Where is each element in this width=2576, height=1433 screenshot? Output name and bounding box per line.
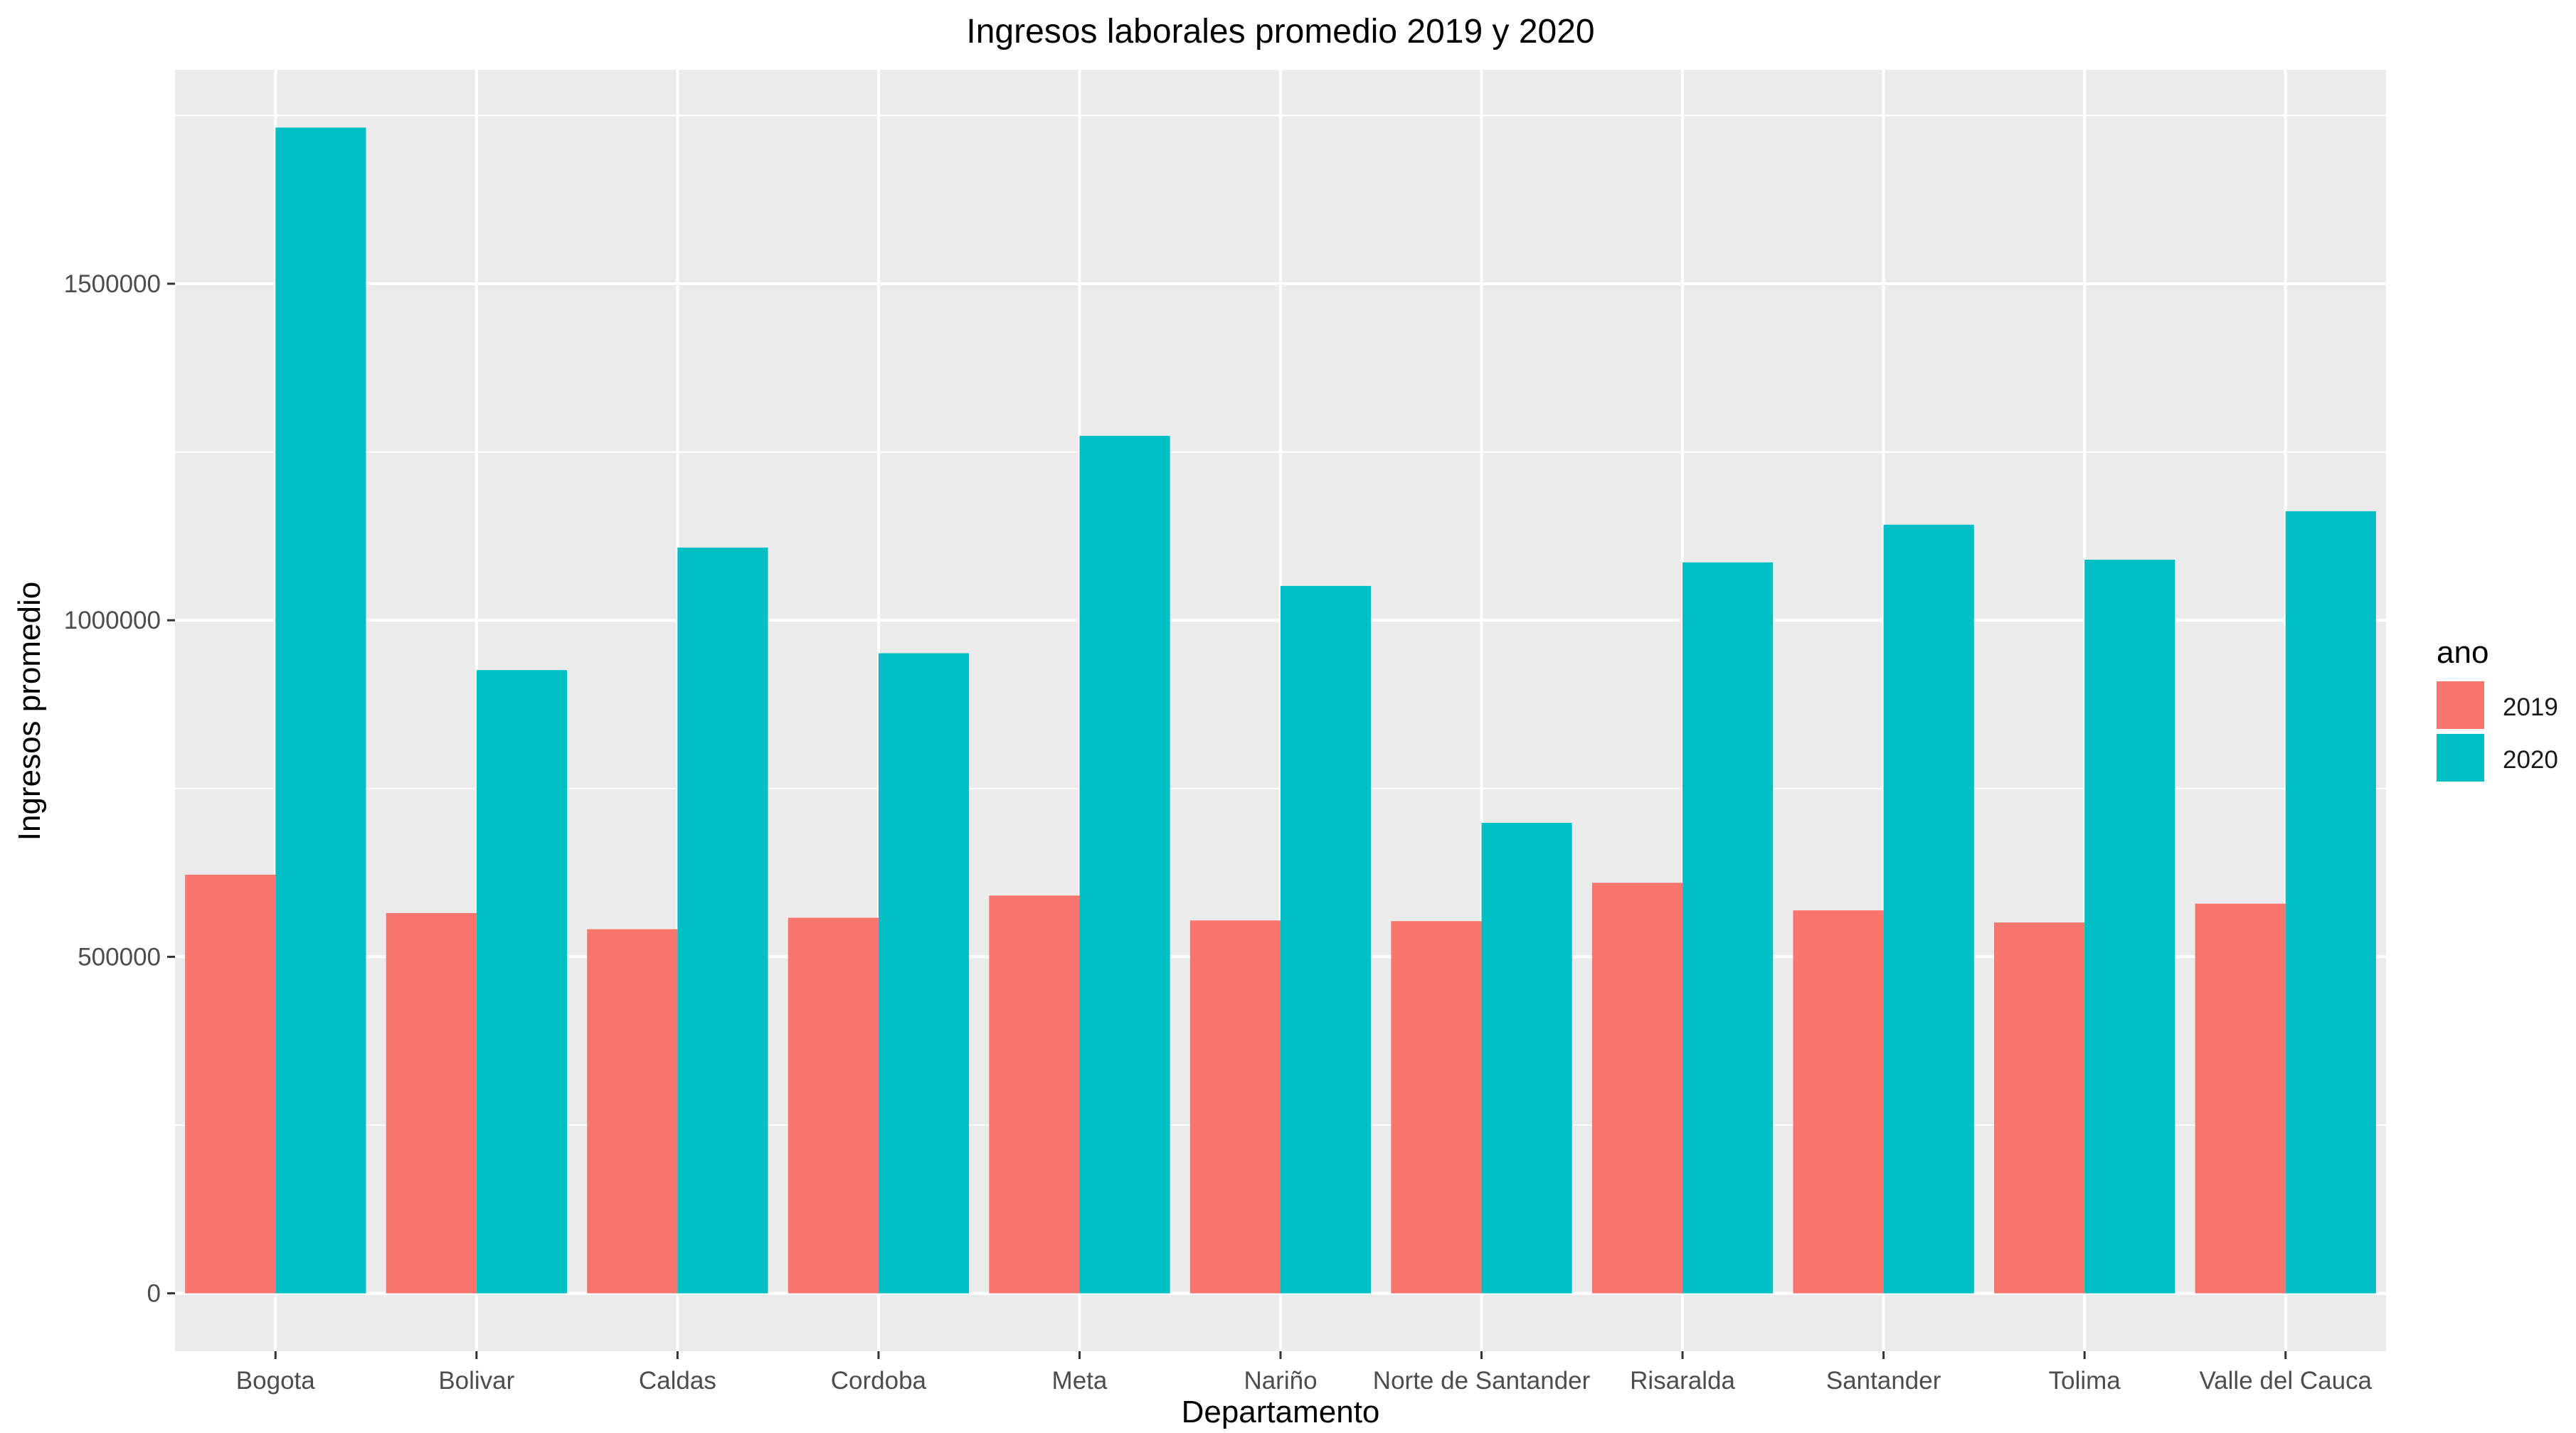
y-tick-label: 0 — [147, 1280, 161, 1308]
bar-2020-bogota — [275, 127, 366, 1294]
x-tick-label: Cordoba — [831, 1367, 927, 1395]
bar-2020-bolivar — [476, 670, 567, 1294]
bar-2019-risaralda — [1591, 883, 1683, 1294]
bar-2020-nariño — [1281, 585, 1372, 1294]
x-tick-label: Caldas — [639, 1367, 716, 1395]
bar-2019-nariño — [1189, 920, 1281, 1294]
bar-2020-norte-de-santander — [1481, 823, 1572, 1294]
bar-2019-meta — [989, 895, 1080, 1294]
legend-key-2019 — [2437, 681, 2484, 729]
bar-2019-tolima — [1994, 922, 2085, 1294]
legend-title: ano — [2437, 635, 2488, 670]
y-tick-label: 1000000 — [64, 607, 161, 634]
bar-2020-cordoba — [878, 653, 970, 1294]
bar-2019-bolivar — [386, 912, 477, 1294]
x-tick-label: Norte de Santander — [1373, 1367, 1591, 1395]
legend-label-2020: 2020 — [2503, 746, 2558, 774]
chart-title: Ingresos laborales promedio 2019 y 2020 — [966, 13, 1594, 50]
y-axis-label: Ingresos promedio — [12, 582, 47, 841]
y-tick-label: 500000 — [78, 943, 161, 971]
bar-2020-risaralda — [1682, 562, 1774, 1294]
bar-2020-valle-del-cauca — [2285, 511, 2376, 1294]
bar-2020-tolima — [2084, 560, 2175, 1294]
bar-2019-santander — [1793, 910, 1884, 1294]
bar-2020-caldas — [677, 547, 768, 1294]
legend-key-2020 — [2437, 734, 2484, 782]
x-tick-label: Bogota — [236, 1367, 315, 1395]
x-tick-label: Nariño — [1244, 1367, 1317, 1395]
y-tick-label: 1500000 — [64, 270, 161, 298]
x-tick-label: Risaralda — [1630, 1367, 1735, 1395]
x-tick-label: Santander — [1826, 1367, 1941, 1395]
x-tick-label: Tolima — [2049, 1367, 2121, 1395]
bar-2019-cordoba — [788, 917, 879, 1294]
bars — [185, 127, 2376, 1294]
x-tick-label: Meta — [1052, 1367, 1108, 1395]
x-axis-label: Departamento — [1182, 1395, 1380, 1429]
legend: ano 2019 2020 — [2437, 635, 2558, 782]
x-axis: Bogota Bolivar Caldas Cordoba Meta Nariño Nort… — [236, 1351, 2373, 1395]
legend-label-2019: 2019 — [2503, 693, 2558, 721]
bar-2020-santander — [1883, 524, 1974, 1294]
y-axis: 0 500000 1000000 1500000 — [64, 270, 175, 1308]
bar-2019-caldas — [587, 929, 678, 1294]
x-tick-label: Bolivar — [438, 1367, 514, 1395]
bar-2019-valle-del-cauca — [2195, 903, 2286, 1294]
bar-2019-norte-de-santander — [1391, 921, 1482, 1294]
x-tick-label: Valle del Cauca — [2199, 1367, 2372, 1395]
bar-2020-meta — [1079, 435, 1170, 1294]
bar-2019-bogota — [185, 874, 276, 1294]
